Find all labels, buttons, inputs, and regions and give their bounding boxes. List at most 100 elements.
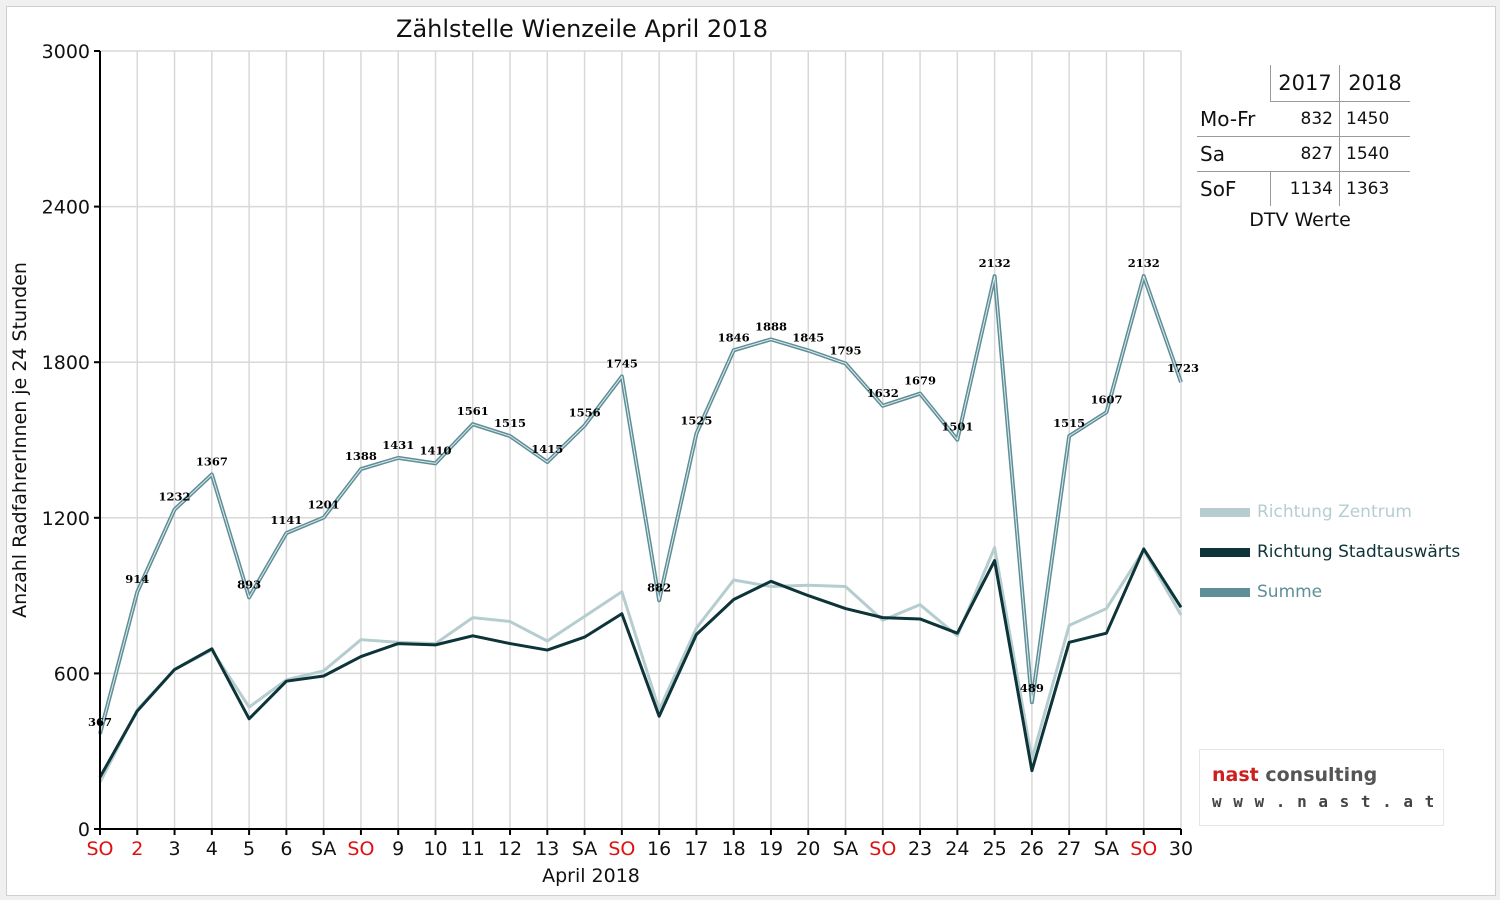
x-tick-label: 4	[206, 838, 218, 860]
legend-item-zentrum: Richtung Zentrum	[1200, 492, 1460, 532]
dtv-cell-2018: 1450	[1339, 101, 1410, 137]
dtv-row-sof: SoF 1134 1363	[1197, 171, 1410, 206]
x-tick-label: 11	[461, 838, 485, 860]
data-label: 367	[88, 715, 112, 729]
data-label: 1501	[941, 420, 973, 434]
legend-item-stadtauswaerts: Richtung Stadtauswärts	[1200, 532, 1460, 572]
dtv-header-2017: 2017	[1270, 65, 1340, 102]
logo-url: w w w . n a s t . a t	[1212, 792, 1436, 811]
data-label: 2132	[1128, 256, 1160, 270]
x-tick-label: SA	[833, 838, 858, 860]
data-label: 882	[647, 580, 671, 594]
data-label: 1888	[755, 319, 787, 333]
legend-swatch	[1200, 547, 1250, 557]
dtv-header-row: 2017 2018	[1197, 65, 1410, 102]
data-label: 1431	[382, 438, 414, 452]
y-tick-label: 600	[54, 663, 90, 685]
y-axis-title: Anzahl RadfahrerInnen je 24 Stunden	[9, 262, 31, 618]
y-tick-label: 3000	[42, 41, 90, 63]
data-label: 1561	[457, 404, 489, 418]
data-label: 1367	[196, 454, 228, 468]
x-tick-label: SA	[1094, 838, 1119, 860]
x-tick-label: 5	[243, 838, 255, 860]
chart-title: Zählstelle Wienzeile April 2018	[396, 15, 768, 43]
data-label: 1795	[830, 343, 862, 357]
x-tick-label: 18	[722, 838, 746, 860]
nast-consulting-logo: nast consulting w w w . n a s t . a t	[1200, 750, 1443, 825]
logo-rest: consulting	[1258, 764, 1378, 786]
legend-label: Summe	[1257, 582, 1323, 602]
dtv-header-2018: 2018	[1339, 65, 1410, 102]
axes: 0 600 1200 1800 2400 3000 SO 2 3 4 5 6 SA SO 9 10 11 12 13…	[42, 41, 1193, 860]
y-tick-label: 1800	[42, 352, 90, 374]
x-tick-label: 3	[169, 838, 181, 860]
x-axis-title: April 2018	[542, 865, 640, 887]
dtv-header-empty	[1197, 65, 1271, 102]
x-tick-label: 12	[498, 838, 522, 860]
dtv-cell-2018: 1363	[1339, 171, 1410, 206]
data-label: 1388	[345, 449, 377, 463]
data-label: 1632	[867, 386, 899, 400]
data-label: 1525	[680, 414, 712, 428]
series-line-zentrum	[98, 546, 1183, 784]
x-tick-label: 26	[1020, 838, 1044, 860]
x-tick-label: SA	[311, 838, 336, 860]
legend-swatch	[1200, 507, 1250, 517]
legend-swatch	[1200, 587, 1250, 597]
dtv-row-mo-fr: Mo-Fr 832 1450	[1197, 101, 1410, 137]
x-tick-label: 20	[796, 838, 820, 860]
x-tick-label: SO	[86, 838, 113, 860]
logo-wordmark: nast consulting	[1212, 764, 1377, 786]
gridlines	[100, 50, 1182, 829]
data-label: 1415	[531, 442, 563, 456]
series-lines	[98, 274, 1183, 784]
data-label: 2132	[979, 256, 1011, 270]
data-label: 1201	[308, 498, 340, 512]
dtv-cell-2017: 1134	[1270, 171, 1340, 206]
dtv-row-sa: Sa 827 1540	[1197, 136, 1410, 172]
x-tick-label: SO	[347, 838, 374, 860]
dtv-row-label: SoF	[1200, 177, 1237, 201]
data-label: 1745	[606, 356, 638, 370]
dtv-cell-2017: 832	[1270, 101, 1340, 137]
x-tick-label: 25	[983, 838, 1007, 860]
x-tick-label: 17	[684, 838, 708, 860]
data-label: 1607	[1090, 392, 1122, 406]
data-label: 1410	[419, 443, 451, 457]
series-line-stadtauswaerts	[98, 547, 1183, 778]
series-line-summe-highlight	[99, 275, 1182, 734]
x-tick-label: 6	[280, 838, 292, 860]
data-label: 1679	[904, 374, 936, 388]
y-tick-label: 2400	[42, 197, 90, 219]
x-tick-label: 19	[759, 838, 783, 860]
dtv-cell-2018: 1540	[1339, 136, 1410, 172]
x-tick-label: 24	[945, 838, 969, 860]
dtv-caption: DTV Werte	[1249, 209, 1351, 231]
legend-label: Richtung Zentrum	[1257, 502, 1412, 522]
x-tick-label: SO	[608, 838, 635, 860]
x-tick-label: SA	[572, 838, 597, 860]
x-tick-label: SO	[869, 838, 896, 860]
x-tick-label: 13	[535, 838, 559, 860]
x-tick-label: 27	[1057, 838, 1081, 860]
dtv-table: 2017 2018 Mo-Fr 832 1450 Sa 827 1540 SoF…	[1197, 65, 1410, 206]
data-label: 893	[237, 577, 261, 591]
dtv-cell-2017: 827	[1270, 136, 1340, 172]
logo-accent: nast	[1212, 764, 1259, 786]
y-tick-label: 1200	[42, 508, 90, 530]
x-tick-label: SO	[1130, 838, 1157, 860]
data-label: 1515	[494, 416, 526, 430]
data-label: 1232	[159, 490, 191, 504]
data-label: 1141	[270, 513, 302, 527]
x-tick-label: 16	[647, 838, 671, 860]
y-tick-label: 0	[78, 819, 90, 841]
dtv-row-label: Sa	[1197, 136, 1271, 172]
data-label: 1845	[792, 331, 824, 345]
legend-label: Richtung Stadtauswärts	[1257, 542, 1461, 562]
x-tick-label: 10	[423, 838, 447, 860]
x-tick-label: 2	[131, 838, 143, 860]
data-label: 1723	[1167, 361, 1199, 375]
data-labels: 367 914 1232 1367 893 1141 1201 1388 1431 1410 156…	[88, 256, 1199, 729]
x-tick-label: 9	[392, 838, 404, 860]
